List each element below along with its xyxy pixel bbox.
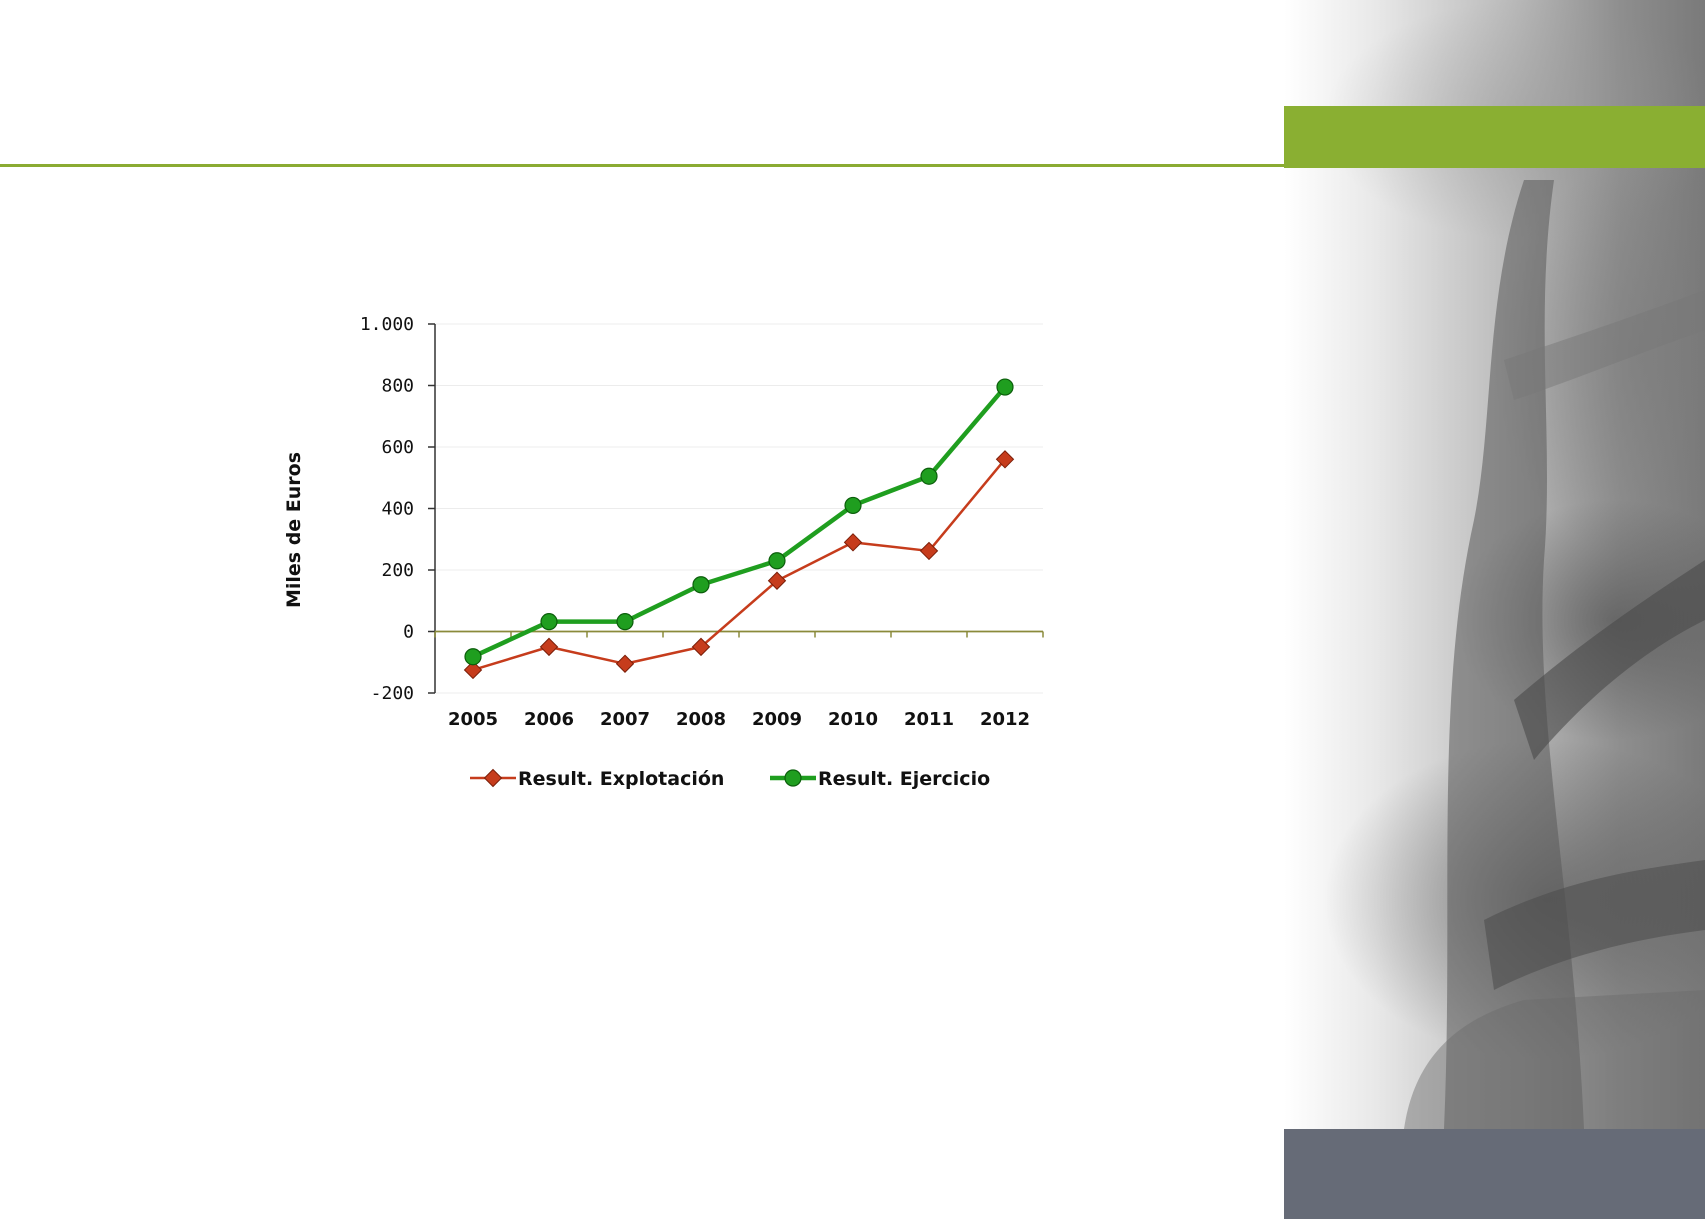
- y-tick-label: -200: [371, 683, 414, 704]
- y-tick-label: 400: [381, 499, 414, 520]
- header-rule: [0, 164, 1284, 167]
- data-point-ejercicio: [616, 613, 634, 631]
- x-tick-label: 2006: [524, 709, 574, 730]
- data-point-ejercicio: [768, 552, 786, 570]
- footer-bar: [1284, 1129, 1705, 1219]
- data-point-ejercicio: [920, 467, 938, 485]
- data-point-explotacion: [539, 637, 559, 657]
- y-tick-label: 600: [381, 437, 414, 458]
- tree-silhouette: [1404, 180, 1705, 1129]
- data-point-ejercicio: [996, 378, 1014, 396]
- y-tick-label: 1.000: [360, 314, 414, 335]
- y-tick-label: 800: [381, 376, 414, 397]
- x-tick-label: 2007: [600, 709, 650, 730]
- gridlines: [435, 323, 1043, 694]
- data-point-ejercicio: [464, 648, 482, 666]
- legend: Result. Explotación Result. Ejercicio: [470, 768, 990, 790]
- data-point-explotacion: [691, 637, 711, 657]
- data-point-explotacion: [615, 654, 635, 673]
- data-point-explotacion: [843, 533, 863, 552]
- legend-label-ejercicio: Result. Ejercicio: [818, 768, 990, 790]
- x-tick-label: 2005: [448, 709, 498, 730]
- series-layer: [463, 378, 1015, 680]
- data-point-ejercicio: [692, 576, 710, 594]
- tree-photo: [1284, 0, 1705, 1129]
- data-point-explotacion: [995, 450, 1015, 469]
- data-point-explotacion: [919, 541, 939, 561]
- x-tick-labels: 2005 2006 2007 2008 2009 2010 2011 2012: [448, 709, 1030, 730]
- data-point-ejercicio: [540, 613, 558, 631]
- x-tick-label: 2010: [828, 709, 878, 730]
- legend-marker-ejercicio: [784, 769, 802, 787]
- data-point-explotacion: [463, 660, 483, 680]
- y-tick-labels: -200 0 200 400 600 800 1.000: [360, 314, 414, 704]
- y-axis-title: Miles de Euros: [283, 452, 305, 608]
- x-tick-label: 2012: [980, 709, 1030, 730]
- x-tick-label: 2008: [676, 709, 726, 730]
- series-line-ejercicio: [472, 385, 1007, 659]
- data-point-explotacion: [767, 571, 787, 590]
- accent-bar: [1284, 106, 1705, 168]
- y-tick-label: 200: [381, 560, 414, 581]
- x-tick-label: 2011: [904, 709, 954, 730]
- data-point-ejercicio: [844, 496, 862, 515]
- legend-label-explotacion: Result. Explotación: [518, 768, 724, 790]
- legend-marker-explotacion: [483, 768, 503, 788]
- axes: [428, 323, 1044, 694]
- x-tick-label: 2009: [752, 709, 802, 730]
- series-line-explotacion: [472, 458, 1006, 672]
- y-tick-label: 0: [403, 622, 414, 643]
